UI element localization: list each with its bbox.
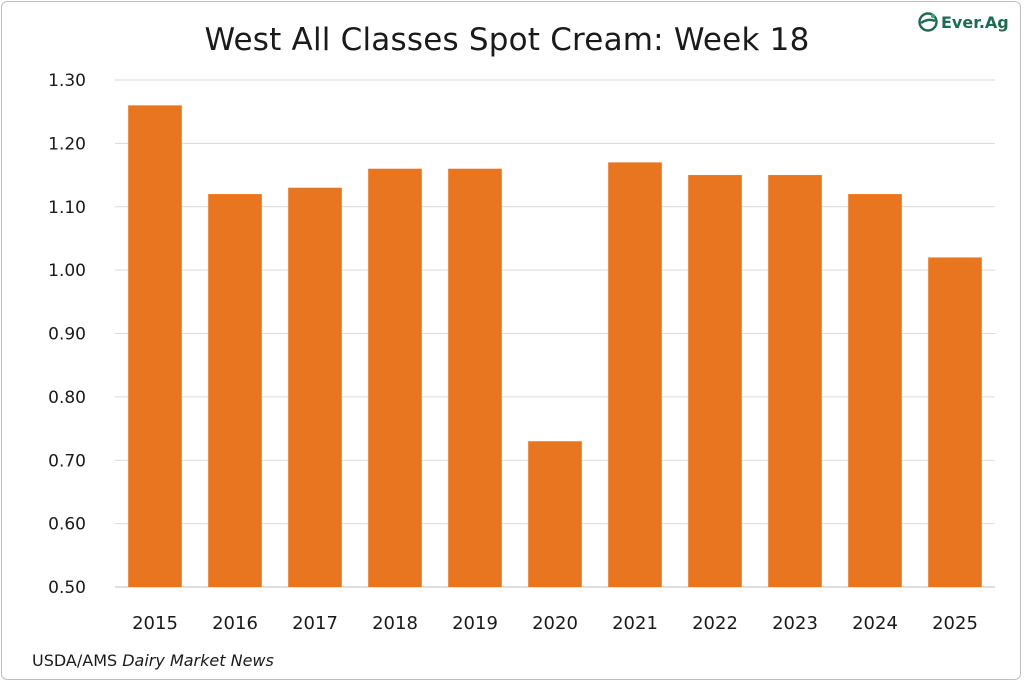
logo-text: Ever.Ag [941, 12, 1009, 32]
y-tick-label: 1.10 [48, 198, 86, 218]
bars [128, 105, 982, 588]
y-tick-label: 0.80 [48, 388, 86, 408]
x-tick-label: 2016 [212, 613, 258, 634]
source-note: USDA/AMS Dairy Market News [32, 651, 274, 670]
bar-2017 [288, 187, 342, 588]
chart-title: West All Classes Spot Cream: Week 18 [204, 22, 810, 58]
bar-2022 [688, 175, 742, 587]
bar-2015 [128, 105, 182, 587]
x-tick-label: 2025 [932, 613, 978, 634]
x-tick-label: 2021 [612, 613, 658, 634]
y-tick-label: 1.30 [48, 71, 86, 91]
x-tick-label: 2017 [292, 613, 338, 634]
x-tick-label: 2024 [852, 613, 898, 634]
bar-2023 [768, 175, 822, 587]
y-tick-label: 1.00 [48, 261, 86, 281]
y-tick-label: 1.20 [48, 134, 86, 154]
x-tick-label: 2023 [772, 613, 818, 634]
bar-2025 [928, 257, 982, 587]
bar-2019 [448, 168, 502, 587]
x-tick-label: 2022 [692, 613, 738, 634]
x-tick-label: 2019 [452, 613, 498, 634]
y-tick-label: 0.50 [48, 578, 86, 598]
bar-2021 [608, 162, 662, 587]
bar-2016 [208, 194, 262, 587]
x-axis-ticks: 2015 2016 2017 2018 2019 2020 2021 2022 2023 2024… [132, 613, 978, 634]
everag-leaf-icon [918, 12, 938, 32]
source-prefix: USDA/AMS [32, 651, 123, 670]
y-axis-ticks: 0.50 0.60 0.70 0.80 0.90 1.00 1.10 1.20 1.30 [48, 71, 86, 598]
x-tick-label: 2020 [532, 613, 578, 634]
y-tick-label: 0.90 [48, 325, 86, 345]
y-tick-label: 0.70 [48, 451, 86, 471]
x-tick-label: 2015 [132, 613, 178, 634]
bar-2020 [528, 441, 582, 587]
bar-2024 [848, 194, 902, 587]
source-publication: Dairy Market News [122, 651, 274, 670]
bar-2018 [368, 168, 422, 587]
y-tick-label: 0.60 [48, 515, 86, 535]
x-tick-label: 2018 [372, 613, 418, 634]
everag-logo: Ever.Ag [918, 12, 1009, 32]
